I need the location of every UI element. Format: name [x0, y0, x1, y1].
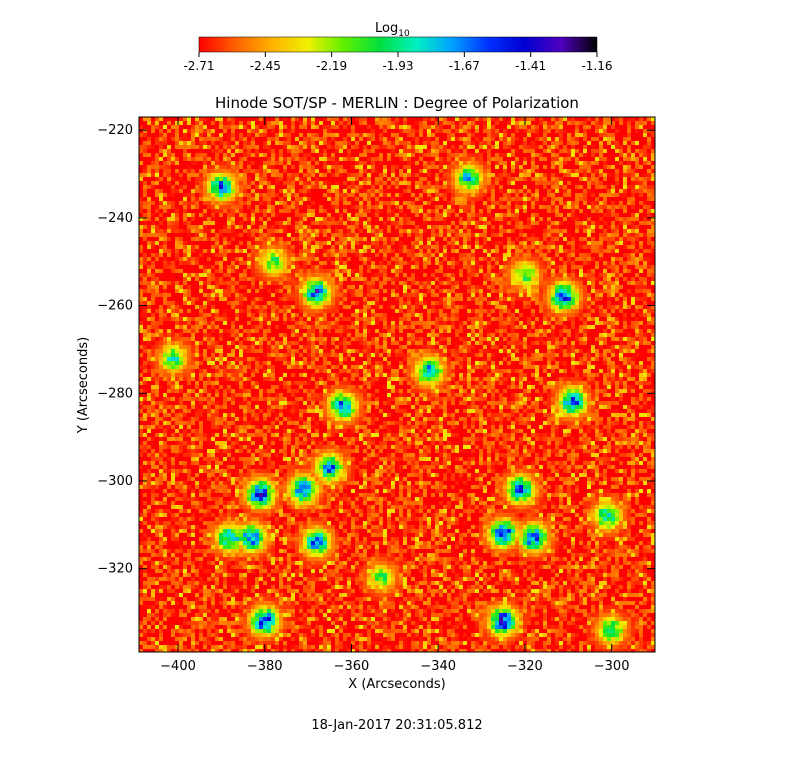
colorbar-tick-label: -2.71 — [183, 59, 214, 73]
colorbar-tick-label: -1.67 — [449, 59, 480, 73]
y-tick-label: −280 — [97, 386, 133, 401]
y-tick-label: −300 — [97, 474, 133, 489]
x-tick-label: −400 — [160, 659, 196, 674]
colorbar-tick-label: -1.41 — [515, 59, 546, 73]
colorbar-tick-label: -2.19 — [316, 59, 347, 73]
timestamp: 18-Jan-2017 20:31:05.812 — [311, 718, 482, 733]
x-tick-label: −380 — [247, 659, 283, 674]
y-tick-label: −260 — [97, 299, 133, 314]
x-tick-label: −300 — [594, 659, 630, 674]
x-tick-label: −320 — [507, 659, 543, 674]
plot-frame — [138, 116, 656, 653]
heatmap-image — [139, 117, 655, 652]
colorbar — [198, 36, 598, 53]
y-axis-label: Y (Arcseconds) — [76, 337, 91, 434]
colorbar-label: Log10 — [375, 21, 410, 39]
x-tick-label: −360 — [334, 659, 370, 674]
x-tick-label: −340 — [420, 659, 456, 674]
x-axis-label: X (Arcseconds) — [348, 677, 445, 692]
axis-ticks: −400 −380 −360 −340 −320 −300 −220 −240 −260 −280… — [97, 117, 655, 674]
colorbar-tick-label: -1.16 — [581, 59, 612, 73]
y-tick-label: −320 — [97, 562, 133, 577]
colorbar-ticks: -2.71 -2.45 -2.19 -1.93 -1.67 -1.41 -1.16 — [183, 52, 613, 73]
y-tick-label: −220 — [97, 123, 133, 138]
chart-title: Hinode SOT/SP - MERLIN : Degree of Polar… — [215, 94, 579, 112]
colorbar-tick-label: -2.45 — [250, 59, 281, 73]
y-tick-label: −240 — [97, 211, 133, 226]
colorbar-tick-label: -1.93 — [382, 59, 413, 73]
